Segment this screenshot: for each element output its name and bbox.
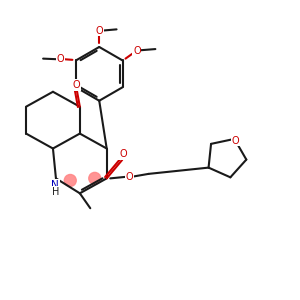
Text: O: O [57,54,64,64]
Circle shape [89,172,101,184]
Text: O: O [72,80,80,90]
Circle shape [64,175,76,186]
Text: H: H [52,187,59,196]
Text: O: O [119,149,127,160]
Text: O: O [232,136,239,146]
Text: O: O [95,26,103,36]
Text: O: O [125,172,133,182]
Text: O: O [133,46,141,56]
Text: N: N [52,180,59,190]
